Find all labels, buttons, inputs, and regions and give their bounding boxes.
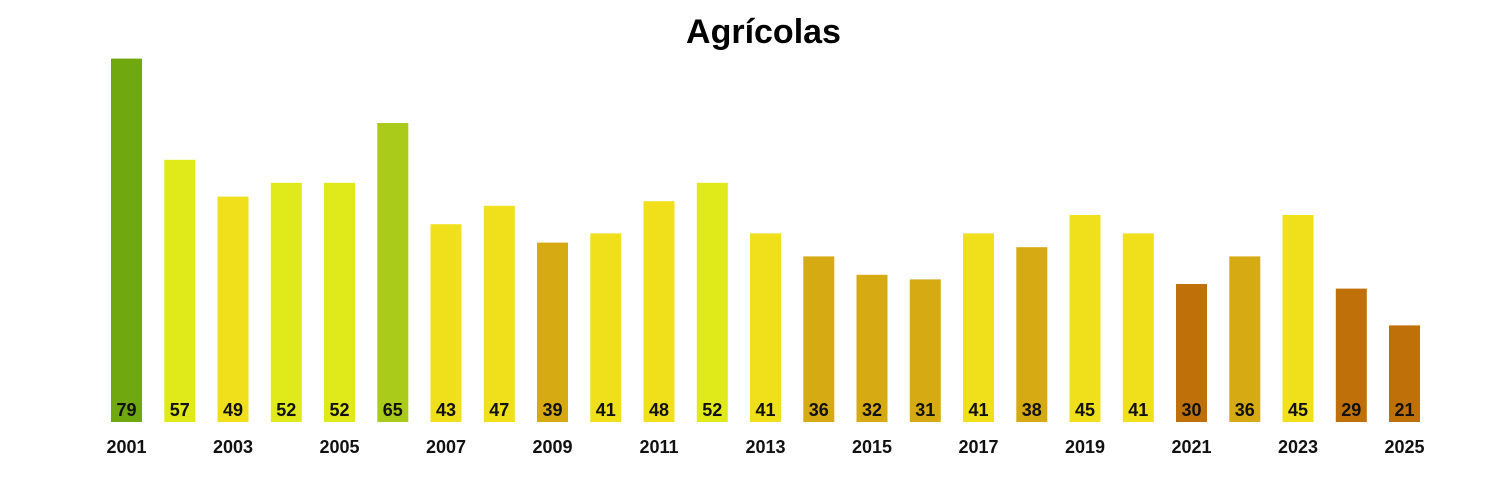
- bar-value-label: 32: [862, 400, 882, 420]
- bar-2012: [696, 182, 728, 422]
- bar-2010: [590, 233, 622, 422]
- bar-2024: [1335, 288, 1367, 422]
- x-tick-label: 2011: [639, 437, 678, 457]
- bar-2008: [483, 205, 515, 422]
- x-axis: 2001 2003 2005 2007 2009 2011 2013 2015 2017 2019…: [106, 437, 1424, 457]
- bar-2022: [1229, 256, 1261, 422]
- bar-value-label: 45: [1075, 400, 1095, 420]
- bar-value-label: 47: [489, 400, 509, 420]
- bar-value-label: 43: [436, 400, 456, 420]
- bar-2011: [643, 201, 675, 422]
- bar-2021: [1176, 284, 1207, 422]
- bar-value-label: 48: [649, 400, 669, 420]
- bar-2002: [164, 159, 196, 423]
- bar-value-label: 31: [915, 400, 935, 420]
- bar-2023: [1282, 215, 1314, 422]
- bar-value-label: 41: [968, 400, 988, 420]
- bar-2001: [111, 58, 142, 422]
- x-tick-label: 2019: [1065, 437, 1105, 457]
- x-tick-label: 2009: [532, 437, 572, 457]
- x-tick-label: 2007: [426, 437, 466, 457]
- bar-2017: [963, 233, 994, 422]
- bar-value-label: 38: [1022, 400, 1042, 420]
- bar-2007: [430, 224, 462, 422]
- bar-value-label: 30: [1181, 400, 1201, 420]
- bar-value-label: 49: [223, 400, 243, 420]
- x-tick-label: 2025: [1384, 437, 1424, 457]
- bar-2009: [537, 242, 568, 422]
- bar-2025: [1389, 325, 1420, 422]
- bar-value-label: 36: [1235, 400, 1255, 420]
- x-tick-label: 2001: [106, 437, 146, 457]
- bar-value-label: 41: [755, 400, 775, 420]
- bar-2003: [217, 196, 249, 422]
- bar-2016: [909, 279, 941, 422]
- chart-title: Agrícolas: [686, 13, 841, 51]
- bar-value-label: 36: [809, 400, 829, 420]
- bar-value-label: 52: [702, 400, 722, 420]
- bar-value-label: 45: [1288, 400, 1308, 420]
- bar-2015: [856, 274, 888, 422]
- bar-2019: [1069, 215, 1101, 422]
- x-tick-label: 2003: [213, 437, 253, 457]
- bar-2018: [1016, 247, 1048, 422]
- x-tick-label: 2005: [319, 437, 359, 457]
- bar-2013: [750, 233, 781, 422]
- x-tick-label: 2013: [745, 437, 785, 457]
- bar-value-label: 41: [1128, 400, 1148, 420]
- bars-layer: [111, 58, 1420, 423]
- bar-2020: [1122, 233, 1154, 422]
- bar-value-label: 79: [116, 400, 136, 420]
- bar-value-label: 21: [1394, 400, 1414, 420]
- bar-2005: [324, 182, 355, 422]
- bar-value-label: 39: [542, 400, 562, 420]
- x-tick-label: 2015: [852, 437, 892, 457]
- x-tick-label: 2021: [1171, 437, 1211, 457]
- x-tick-label: 2023: [1278, 437, 1318, 457]
- bar-2006: [377, 123, 409, 422]
- bar-value-label: 52: [329, 400, 349, 420]
- bar-labels-layer: 79 57 49 52 52 65 43 47 39 41 48 52 41 36 32 31 41 38 45 41…: [116, 400, 1414, 420]
- bar-value-label: 41: [596, 400, 616, 420]
- bar-value-label: 29: [1341, 400, 1361, 420]
- bar-2004: [270, 182, 302, 422]
- x-tick-label: 2017: [958, 437, 998, 457]
- bar-2014: [803, 256, 835, 422]
- bar-value-label: 52: [276, 400, 296, 420]
- bar-value-label: 65: [383, 400, 403, 420]
- bar-value-label: 57: [170, 400, 190, 420]
